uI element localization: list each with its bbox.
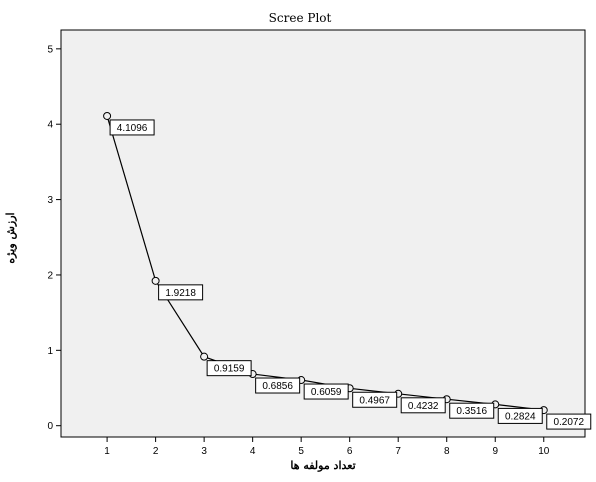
data-label-box	[303, 383, 349, 400]
data-label: 0.6059	[311, 387, 342, 398]
data-label-box	[352, 391, 398, 408]
y-axis-title: ارزش ویژه	[4, 212, 17, 263]
data-label: 1.9218	[165, 288, 196, 299]
y-tick-label: 0	[47, 421, 53, 432]
x-tick-label: 4	[250, 446, 256, 457]
x-tick-label: 1	[104, 446, 110, 457]
data-label-box	[158, 284, 204, 301]
x-axis: 1 2 3 4 5 6 7 8 9 10	[104, 437, 550, 457]
x-tick-label: 8	[444, 446, 450, 457]
y-axis: 0 1 2 3 4 5	[47, 44, 61, 432]
x-tick-label: 2	[153, 446, 159, 457]
x-tick-label: 9	[492, 446, 498, 457]
y-tick-label: 3	[47, 195, 53, 206]
data-label-box	[400, 397, 446, 414]
y-tick-label: 2	[47, 270, 53, 281]
x-tick-label: 5	[298, 446, 304, 457]
data-label-box	[497, 407, 543, 424]
data-labels: 4.1096 1.9218 0.9159 0.6856 0.6059 0.4967 0.42…	[109, 119, 592, 430]
data-label: 0.4967	[359, 395, 390, 406]
data-label-box	[206, 360, 252, 377]
x-axis-title: تعداد مولفه ها	[290, 459, 355, 472]
data-label-box	[255, 377, 301, 394]
data-label: 0.4232	[408, 401, 439, 412]
x-tick-label: 3	[201, 446, 207, 457]
y-tick-label: 1	[47, 346, 53, 357]
data-label: 0.3516	[456, 406, 487, 417]
data-label: 0.9159	[214, 364, 245, 375]
data-label: 0.2824	[505, 411, 536, 422]
x-tick-label: 10	[538, 446, 550, 457]
data-point	[151, 276, 160, 285]
x-tick-label: 7	[395, 446, 401, 457]
data-label: 0.2072	[553, 417, 584, 428]
data-label-box	[449, 402, 495, 419]
y-tick-label: 5	[47, 44, 53, 55]
data-label: 4.1096	[117, 123, 148, 134]
chart-title: Scree Plot	[269, 11, 332, 25]
data-point	[200, 352, 209, 361]
data-label-box	[546, 413, 592, 430]
data-label: 0.6856	[262, 381, 293, 392]
y-tick-label: 4	[47, 120, 53, 131]
data-label-box	[109, 119, 155, 136]
data-point	[103, 111, 112, 120]
plot-area	[60, 29, 586, 438]
x-tick-label: 6	[347, 446, 353, 457]
